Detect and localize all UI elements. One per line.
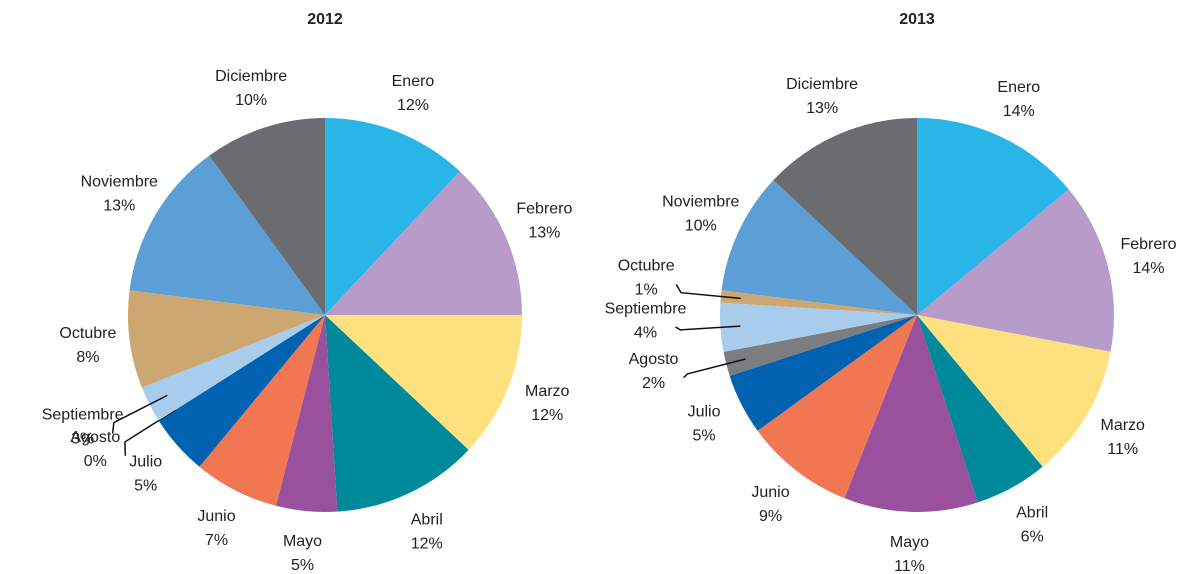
slice-value-label: 11% [894, 558, 925, 574]
pie-slice [917, 315, 1111, 467]
pie-slice [128, 290, 325, 388]
slice-value-label: 3% [71, 431, 94, 448]
slice-value-label: 11% [1107, 441, 1138, 458]
slice-value-label: 12% [531, 407, 563, 424]
pie-slice [720, 290, 917, 315]
slice-label: Diciembre [786, 76, 858, 93]
slice-value-label: 1% [635, 282, 658, 299]
pie-slice [844, 315, 978, 512]
slice-value-label: 9% [759, 508, 782, 525]
slice-value-label: 8% [76, 349, 99, 366]
slice-label: Julio [688, 404, 721, 421]
slice-value-label: 14% [1132, 260, 1164, 277]
leader-line [675, 284, 741, 300]
leader-line [675, 325, 741, 331]
slice-label: Junio [197, 508, 235, 525]
slice-value-label: 7% [205, 532, 228, 549]
pie-slice [917, 189, 1115, 352]
pie-slice [773, 118, 917, 315]
pie-slice [199, 315, 325, 506]
pie-slice [917, 315, 1043, 503]
slice-label: Abril [411, 511, 443, 528]
slice-value-label: 13% [103, 198, 135, 215]
slice-value-label: 5% [692, 428, 715, 445]
slice-value-label: 2% [642, 375, 665, 392]
pie-slice [325, 315, 469, 512]
pie-slice [141, 315, 325, 421]
slice-value-label: 5% [134, 477, 157, 494]
slice-value-label: 14% [1003, 103, 1035, 120]
slice-label: Junio [751, 484, 789, 501]
slice-label: Enero [997, 79, 1040, 96]
slice-value-label: 13% [528, 224, 560, 241]
chart-title: 2013 [899, 11, 935, 28]
pie-slice [757, 315, 917, 499]
pie-slice [209, 118, 325, 315]
slice-label: Octubre [59, 325, 116, 342]
slice-value-label: 10% [235, 92, 267, 109]
slice-label: Enero [392, 73, 435, 90]
pie-slice [723, 315, 917, 376]
pie-slice [729, 315, 917, 431]
leader-line [683, 358, 746, 379]
pie-slice [325, 171, 522, 315]
slice-value-label: 5% [291, 557, 314, 574]
pie-slice [129, 155, 325, 315]
pie-slice [719, 302, 917, 352]
slice-label: Agosto [629, 351, 679, 368]
pie-slice [325, 118, 460, 315]
slice-value-label: 4% [634, 324, 657, 341]
slice-value-label: 0% [84, 453, 107, 470]
leader-line [111, 394, 168, 434]
chart-title: 2012 [307, 11, 343, 28]
pie-slice [917, 118, 1069, 315]
slice-value-label: 13% [806, 100, 838, 117]
pie-slice [158, 315, 325, 467]
slice-label: Octubre [618, 258, 675, 275]
slice-label: Febrero [1120, 236, 1176, 253]
pie-slice [325, 315, 522, 450]
slice-value-label: 12% [397, 97, 429, 114]
slice-label: Mayo [890, 534, 929, 551]
slice-label: Noviembre [81, 174, 158, 191]
slice-value-label: 12% [411, 535, 443, 552]
slice-label: Mayo [283, 533, 322, 550]
pie-slice [276, 315, 338, 512]
slice-label: Diciembre [215, 68, 287, 85]
slice-label: Agosto [70, 429, 120, 446]
slice-value-label: 10% [685, 217, 717, 234]
slice-label: Noviembre [662, 193, 739, 210]
slice-label: Febrero [516, 200, 572, 217]
pie-slice [721, 180, 917, 315]
slice-value-label: 6% [1021, 529, 1044, 546]
slice-label: Julio [129, 453, 162, 470]
slice-label: Marzo [525, 383, 570, 400]
slice-label: Marzo [1100, 417, 1145, 434]
slice-label: Abril [1016, 505, 1048, 522]
slice-label: Septiembre [605, 300, 687, 317]
slice-label: Septiembre [42, 407, 124, 424]
